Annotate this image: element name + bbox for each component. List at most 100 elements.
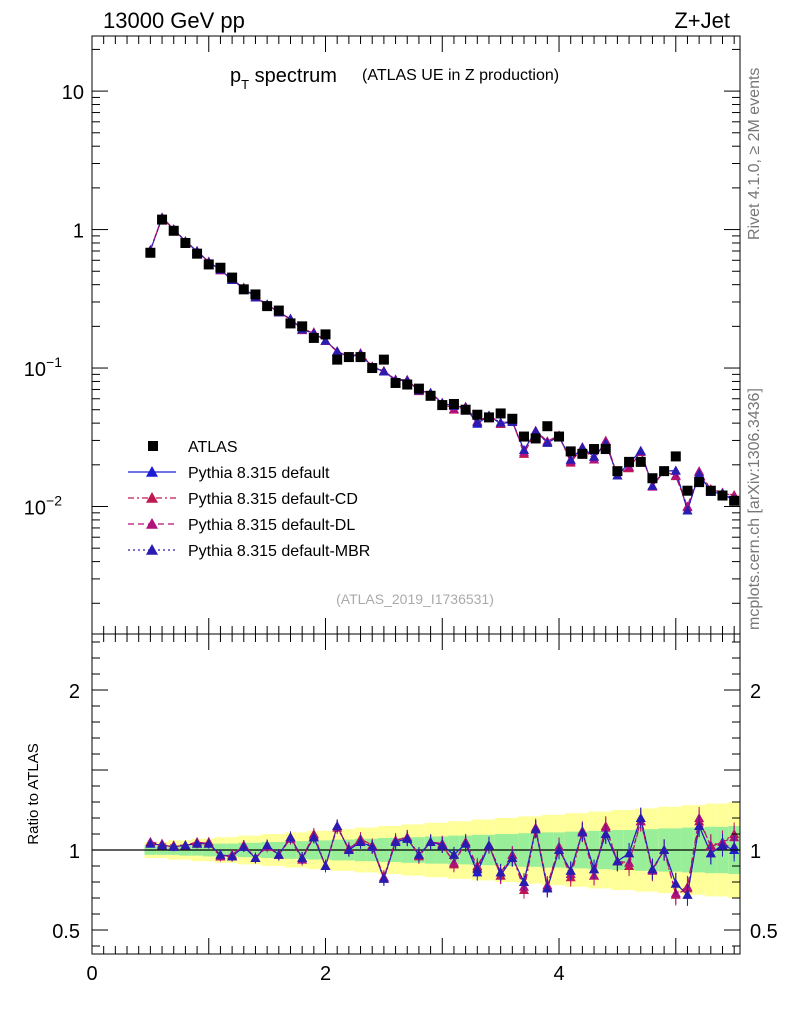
ratio-series-marker [203,838,214,848]
main-series-line [149,216,735,509]
data-point [425,390,436,401]
ratio-series-marker [554,845,565,854]
legend-marker-triangle [146,518,158,529]
data-point [460,404,471,415]
main-y-tick-label: 10 [62,82,84,104]
main-series-marker [472,417,483,427]
ratio-series-marker [192,838,203,848]
title-main-sub: T [241,77,249,92]
ratio-series-marker [378,873,389,883]
ratio-series-marker [530,824,541,834]
ratio-series-marker [635,813,646,822]
data-point [227,272,238,283]
data-point [717,490,728,501]
legend-marker-triangle [146,544,158,555]
data-point [565,446,576,457]
data-point [682,485,693,496]
ratio-series-marker [367,841,378,851]
data-point [705,485,716,496]
data-point [507,413,518,424]
main-y-tick-base: 10 [24,497,46,519]
data-point [297,321,308,332]
data-point [612,466,623,477]
ratio-series-marker [682,889,693,899]
legend: ATLAS Pythia 8.315 default Pythia 8.315 de… [128,439,370,560]
legend-marker-square [148,441,158,451]
data-point [262,301,273,312]
ratio-series-marker [320,861,331,870]
ratio-series-marker [297,853,308,862]
ratio-series-marker [729,841,740,851]
ratio-series-marker [542,883,553,893]
header-left: 13000 GeV pp [103,8,245,33]
ratio-series-marker [180,840,191,850]
data-point [180,237,191,248]
main-y-tick-label: 10−1 [24,354,62,381]
data-point [168,225,179,236]
ratio-series-marker [565,865,576,875]
main-series-marker [694,468,705,478]
ratio-series-marker [448,849,459,859]
legend-label: Pythia 8.315 default [188,465,330,482]
main-data-layer [145,212,740,515]
data-point [600,444,611,455]
main-series-marker [495,417,506,427]
ratio-series-marker [215,849,226,859]
ratio-series-marker [168,841,179,851]
ratio-series-marker [624,848,635,858]
data-point [367,363,378,374]
data-point [250,289,261,300]
main-y-tick-base: 1 [73,221,84,243]
ratio-series-marker [355,837,366,846]
main-series-marker [519,444,529,454]
data-point [355,352,366,363]
data-point [647,473,658,484]
ratio-series-marker [437,840,448,850]
ratio-series-marker [262,840,273,850]
ratio-y-tick-label-right: 1 [750,841,761,863]
main-series-marker [542,437,553,447]
data-point [343,352,354,363]
ratio-series-marker [694,821,705,830]
ratio-series-marker [413,849,424,859]
main-series-marker [670,470,681,480]
ratio-series-marker [308,832,319,842]
data-point [413,383,424,394]
data-point [390,377,401,388]
ratio-series-marker [507,853,518,862]
data-point [472,409,483,420]
data-point [145,247,156,258]
main-series-marker [565,454,576,464]
ratio-y-tick-label: 1 [69,841,80,863]
data-point [589,444,600,455]
data-point [332,354,343,365]
data-point [157,214,168,225]
main-y-tick-base: 10 [62,82,84,104]
main-series-marker [670,465,681,475]
data-point [320,329,331,340]
ratio-series-marker [227,851,238,861]
plot-subtitle: (ATLAS UE in Z production) [362,67,559,84]
main-series-marker [530,426,541,436]
data-point [635,456,646,467]
data-point [308,332,319,343]
ratio-series-marker [157,840,168,850]
rivet-label: Rivet 4.1.0, ≥ 2M events [746,68,763,240]
data-point [694,477,705,488]
ratio-series-marker [600,829,611,838]
analysis-label: (ATLAS_2019_I1736531) [336,591,494,607]
data-point [670,451,681,462]
data-point [659,466,670,477]
ratio-axis-label: Ratio to ATLAS [25,743,42,844]
ratio-frame [91,633,741,955]
legend-label: Pythia 8.315 default-DL [188,517,355,534]
header-right: Z+Jet [674,8,730,33]
main-y-tick-label: 1 [73,221,84,243]
data-point [554,431,565,442]
data-point [402,379,413,390]
data-point [238,284,249,295]
ratio-series-marker [332,821,343,830]
